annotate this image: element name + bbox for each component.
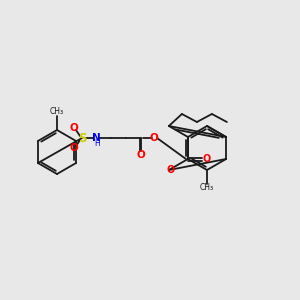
Text: H: H — [94, 140, 100, 148]
Text: CH₃: CH₃ — [200, 184, 214, 193]
Text: O: O — [70, 123, 78, 133]
Text: CH₃: CH₃ — [50, 107, 64, 116]
Text: O: O — [136, 150, 146, 160]
Text: O: O — [70, 143, 78, 153]
Text: N: N — [92, 133, 100, 143]
Text: O: O — [167, 165, 175, 175]
Text: O: O — [203, 154, 211, 164]
Text: S: S — [78, 131, 86, 145]
Text: O: O — [150, 133, 158, 143]
